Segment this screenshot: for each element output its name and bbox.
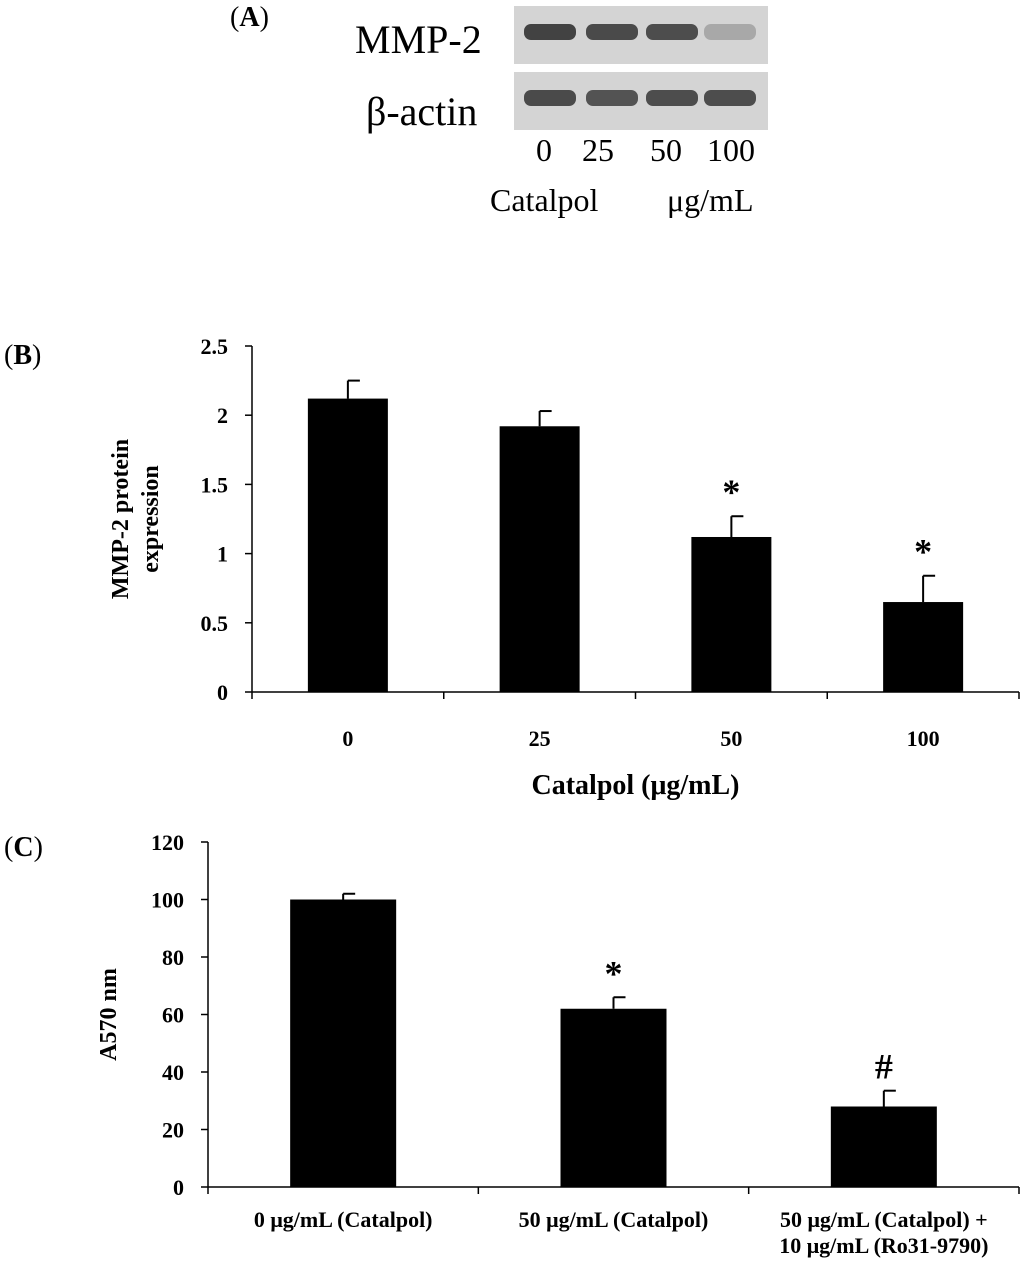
panel-a-label: (A) [230,2,269,33]
band-actin-lane-1 [524,90,576,106]
bar-2 [560,1008,667,1187]
y-tick-label: 80 [162,945,184,970]
y-tick-label: 0 [173,1175,184,1200]
y-tick-label: 40 [162,1060,184,1085]
y-tick-label: 60 [162,1003,184,1028]
band-actin-lane-4 [704,90,756,106]
y-axis-title-line-1: A570 nm [96,968,122,1061]
band-mmp2-lane-1 [524,24,576,40]
bar-4 [883,602,964,692]
blot-row-label-actin: β-actin [366,89,478,134]
band-actin-lane-2 [586,90,638,106]
significance-mark-3: * [722,472,740,512]
treatment-label-catalpol: Catalpol [490,182,599,218]
band-mmp2-lane-4 [704,24,756,40]
x-tick-label-1: 0 μg/mL (Catalpol) [254,1207,433,1232]
x-tick-label-2: 50 μg/mL (Catalpol) [519,1207,709,1232]
bar-2 [499,426,580,692]
lane-label-50: 50 [650,132,682,168]
lane-label-25: 25 [582,132,614,168]
x-tick-label-2: 25 [529,726,551,751]
chart-c-a570: 0 20 40 60 80 100 120 0 μg/mL (Catalpol) * 50 μg/… [96,830,1020,1258]
y-tick-label: 2 [217,403,228,428]
chart-b-mmp2-expression: 0 0.5 1 1.5 2 2.5 0 25 * 50 * 100 Catalpol (μg/mL) MM… [108,334,1020,801]
bar-3 [830,1106,937,1187]
panel-c-label: (C) [4,832,43,863]
y-tick-label: 1 [217,542,228,567]
y-tick-label: 0.5 [201,611,229,636]
band-actin-lane-3 [646,90,698,106]
y-tick-label: 0 [217,680,228,705]
lane-label-0: 0 [536,132,552,168]
y-axis-title-line-1: MMP-2 protein [108,439,134,599]
band-mmp2-lane-2 [586,24,638,40]
x-tick-label-3: 10 μg/mL (Ro31-9790) [779,1233,988,1258]
blot-row-label-mmp2: MMP-2 [355,17,482,62]
bar-1 [290,899,397,1187]
treatment-label-unit: μg/mL [667,182,754,218]
y-axis-title-line-2: expression [138,465,164,573]
bar-1 [307,398,388,692]
y-tick-label: 120 [151,830,184,855]
significance-mark-3: # [875,1047,893,1087]
panel-b-label: (B) [4,340,42,371]
y-tick-label: 2.5 [201,334,229,359]
x-tick-label-3: 50 [720,726,742,751]
y-tick-label: 1.5 [201,472,229,497]
bar-3 [691,536,772,692]
band-mmp2-lane-3 [646,24,698,40]
lane-label-100: 100 [707,132,755,168]
western-blot-image [514,6,768,130]
x-tick-label-1: 0 [342,726,353,751]
x-axis-title: Catalpol (μg/mL) [532,770,740,801]
significance-mark-2: * [605,953,623,993]
y-tick-label: 20 [162,1118,184,1143]
x-tick-label-3: 50 μg/mL (Catalpol) + [780,1207,988,1232]
x-tick-label-4: 100 [907,726,940,751]
significance-mark-4: * [914,532,932,572]
y-tick-label: 100 [151,888,184,913]
